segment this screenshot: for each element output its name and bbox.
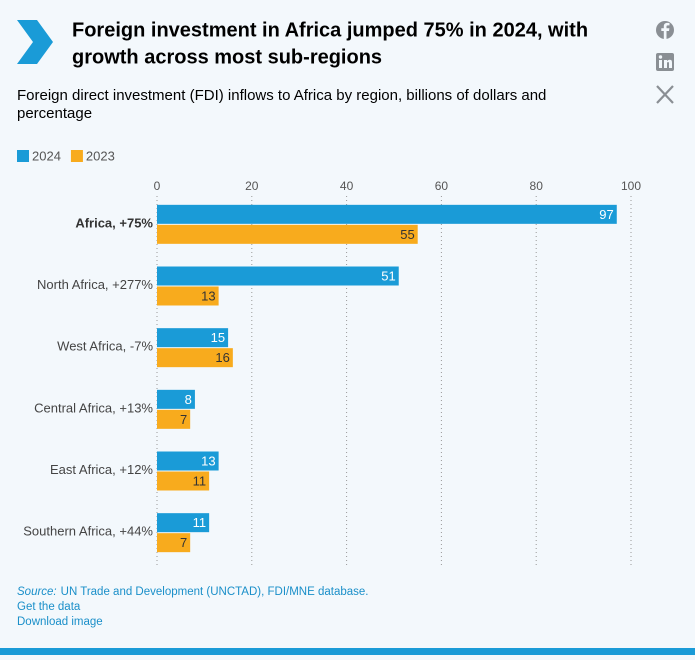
value-label: 13 — [201, 288, 215, 303]
logo — [17, 20, 53, 64]
y-tick-label: West Africa, -7% — [57, 339, 153, 354]
y-tick-label: East Africa, +12% — [50, 462, 153, 477]
chart-subtitle: percentage — [17, 105, 92, 122]
value-label: 97 — [599, 207, 613, 222]
bar — [157, 348, 233, 368]
bar — [157, 389, 195, 409]
x-tick-label: 20 — [245, 179, 259, 193]
linkedin-glyph — [664, 59, 672, 68]
source-label: Source: — [17, 586, 57, 598]
bar — [157, 471, 210, 491]
x-tick-label: 40 — [340, 179, 354, 193]
value-label: 7 — [180, 412, 187, 427]
get-data-link[interactable]: Get the data — [17, 601, 81, 613]
x-tick-label: 80 — [530, 179, 544, 193]
bar — [157, 224, 418, 244]
y-tick-label: North Africa, +277% — [37, 277, 153, 292]
legend-label: 2023 — [86, 148, 115, 163]
x-tick-label: 60 — [435, 179, 449, 193]
bar — [157, 204, 617, 224]
value-label: 51 — [381, 268, 395, 283]
download-link[interactable]: Download image — [17, 616, 103, 628]
chart-title: Foreign investment in Africa jumped 75% … — [72, 19, 588, 41]
plot: 0 20 40 60 80 100 Africa, +75% 97 55 North Africa… — [23, 179, 641, 566]
y-tick-label: Central Africa, +13% — [34, 400, 153, 415]
chart-subtitle: Foreign direct investment (FDI) inflows … — [17, 87, 546, 104]
value-label: 16 — [215, 350, 229, 365]
linkedin-glyph — [658, 55, 663, 59]
bar — [157, 409, 191, 429]
x-icon[interactable] — [656, 85, 674, 104]
x-tick-label: 100 — [621, 179, 641, 193]
bar — [157, 286, 219, 306]
y-tick-label: Southern Africa, +44% — [23, 524, 153, 539]
source-text: UN Trade and Development (UNCTAD), FDI/M… — [61, 586, 369, 598]
legend: 2024 2023 — [17, 148, 115, 163]
facebook-glyph — [661, 22, 670, 39]
bar — [157, 266, 399, 286]
social-icons[interactable] — [656, 21, 674, 104]
value-label: 15 — [211, 330, 225, 345]
value-label: 11 — [193, 515, 207, 530]
y-tick-label: Africa, +75% — [75, 215, 153, 230]
title-group: Foreign investment in Africa jumped 75% … — [72, 19, 588, 68]
chart-title: growth across most sub-regions — [72, 46, 382, 68]
bar — [157, 533, 191, 553]
bar — [157, 328, 229, 348]
bottom-stripe — [0, 648, 695, 655]
source: Source: UN Trade and Development (UNCTAD)… — [17, 586, 368, 598]
bar — [157, 451, 219, 471]
value-label: 11 — [193, 473, 207, 488]
linkedin-glyph — [659, 60, 662, 68]
legend-swatch — [70, 150, 83, 162]
value-label: 55 — [400, 227, 414, 242]
bar — [157, 513, 210, 533]
x-tick-label: 0 — [154, 179, 161, 193]
value-label: 13 — [201, 453, 215, 468]
legend-swatch — [17, 150, 29, 162]
value-label: 8 — [185, 392, 192, 407]
legend-label: 2024 — [32, 148, 61, 163]
value-label: 7 — [180, 535, 187, 550]
